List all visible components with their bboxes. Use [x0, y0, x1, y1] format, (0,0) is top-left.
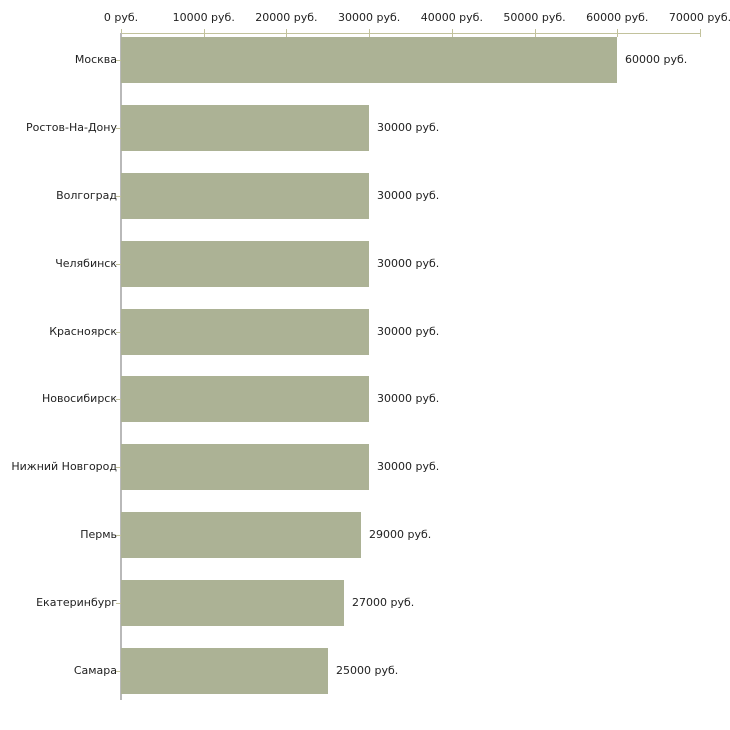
value-label: 30000 руб.	[377, 120, 440, 134]
category-label: Волгоград	[56, 188, 117, 202]
value-label: 25000 руб.	[336, 664, 399, 677]
bar-Екатеринбург	[121, 580, 344, 627]
bar-Москва	[121, 37, 617, 83]
value-label: 30000 руб.	[377, 188, 440, 202]
x-axis-tick-label: 10000 руб.	[172, 11, 235, 24]
category-tick-mark	[116, 467, 121, 468]
x-axis-line	[121, 33, 700, 34]
category-tick-mark	[116, 671, 121, 672]
category-label: Самара	[73, 664, 117, 677]
category-label: Москва	[74, 53, 117, 66]
bar-Волгоград	[121, 172, 369, 219]
category-label: Красноярск	[49, 324, 117, 338]
category-label: Екатеринбург	[36, 596, 117, 610]
value-label: 30000 руб.	[377, 460, 440, 474]
bar-Самара	[121, 648, 328, 694]
bar-Красноярск	[121, 308, 369, 355]
value-label: 29000 руб.	[369, 528, 432, 542]
category-tick-mark	[116, 332, 121, 333]
x-axis-tick-label: 20000 руб.	[255, 11, 318, 24]
category-label: Ростов-На-Дону	[25, 120, 117, 134]
category-tick-mark	[116, 128, 121, 129]
bar-Новосибирск	[121, 376, 369, 423]
category-tick-mark	[116, 603, 121, 604]
category-tick-mark	[116, 196, 121, 197]
x-axis-tick-label: 70000 руб.	[668, 11, 730, 24]
category-label: Новосибирск	[41, 392, 117, 406]
x-axis-tick-mark	[699, 29, 701, 37]
x-axis-tick-label: 30000 руб.	[337, 11, 401, 24]
value-label: 30000 руб.	[377, 256, 440, 270]
x-axis-tick-label: 40000 руб.	[420, 11, 483, 24]
category-label: Нижний Новгород	[11, 460, 117, 474]
category-tick-mark	[116, 535, 121, 536]
bar-Пермь	[121, 512, 361, 559]
bar-Челябинск	[121, 240, 369, 287]
value-label: 27000 руб.	[352, 596, 415, 610]
category-tick-mark	[116, 399, 121, 400]
category-label: Челябинск	[55, 256, 117, 270]
value-label: 30000 руб.	[377, 324, 440, 338]
bar-Нижний Новгород	[121, 444, 369, 491]
bar-Ростов-На-Дону	[121, 104, 369, 151]
category-label: Пермь	[80, 528, 117, 542]
category-tick-mark	[116, 264, 121, 265]
value-label: 30000 руб.	[377, 392, 440, 406]
x-axis-tick-label: 60000 руб.	[586, 11, 649, 24]
category-tick-mark	[116, 60, 121, 61]
x-axis-tick-label: 0 руб.	[103, 11, 139, 24]
x-axis-tick-label: 50000 руб.	[503, 11, 566, 24]
y-axis-line	[120, 33, 122, 700]
value-label: 60000 руб.	[625, 53, 688, 66]
